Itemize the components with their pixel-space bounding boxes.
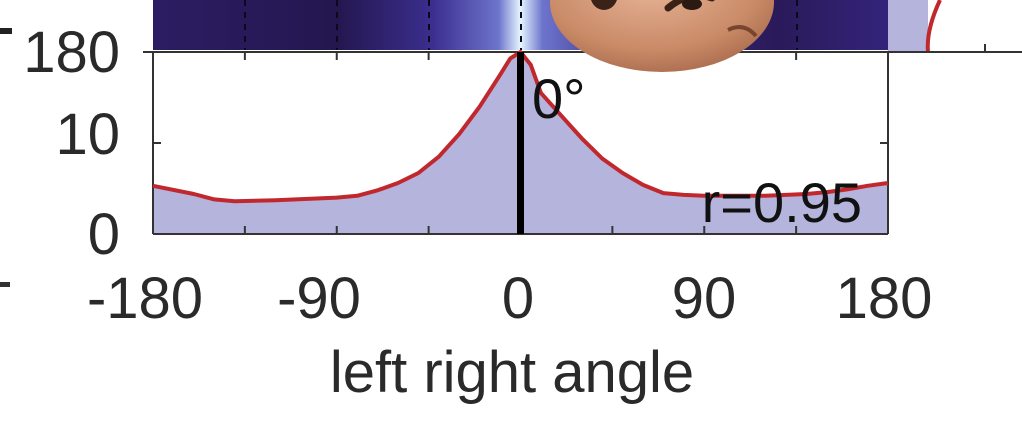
plot-area bbox=[143, 50, 889, 235]
series-line bbox=[152, 50, 889, 204]
x-tick-label-minus-90: -90 bbox=[277, 266, 361, 331]
x-tick-label-180: 180 bbox=[836, 266, 933, 331]
x-axis-label: left right angle bbox=[330, 340, 694, 405]
x-tick-label-minus-180: -180 bbox=[87, 266, 203, 331]
marker-label: 0° bbox=[532, 67, 586, 130]
left-fragment-top bbox=[0, 28, 12, 34]
y-tick-label-10: 10 bbox=[55, 102, 120, 167]
side-panel-curve bbox=[925, 0, 942, 53]
y-tick-label-180: 180 bbox=[23, 20, 120, 85]
y-tick-label-0: 0 bbox=[88, 202, 120, 267]
x-tick-label-0: 0 bbox=[502, 266, 534, 331]
x-tick-label-90: 90 bbox=[672, 266, 737, 331]
left-fragment-mid bbox=[0, 282, 10, 287]
side-panel-fill bbox=[888, 0, 928, 52]
face-icon bbox=[550, 0, 774, 72]
correlation-annotation: r=0.95 bbox=[702, 171, 862, 234]
